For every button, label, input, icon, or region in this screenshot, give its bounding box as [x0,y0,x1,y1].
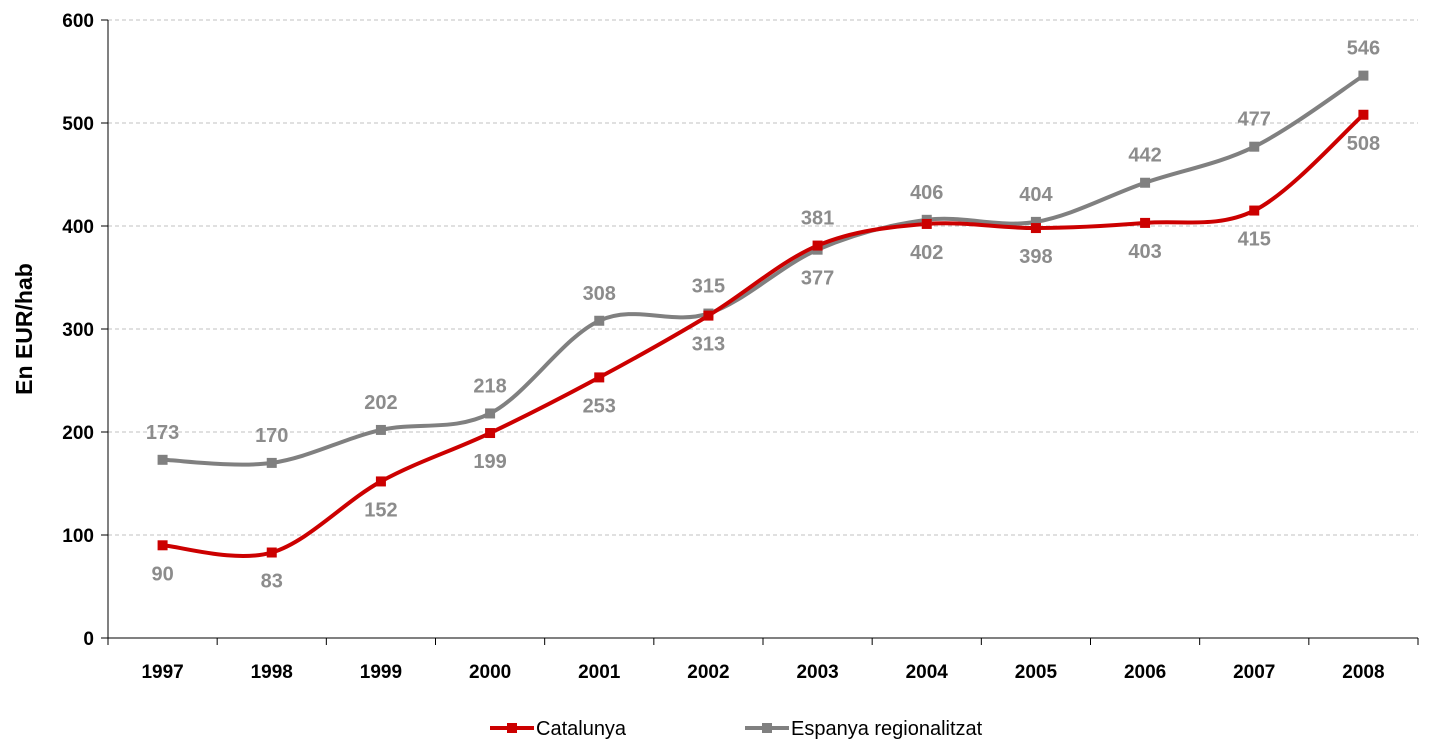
x-tick-label-2008: 2008 [1342,662,1384,683]
marker-catalunya-2004 [921,218,932,229]
marker-catalunya-1999 [375,476,386,487]
data-label-catalunya-2005: 398 [1019,246,1052,268]
marker-catalunya-2008 [1358,109,1369,120]
y-tick-label-400: 400 [62,217,94,238]
series-markers [157,70,1369,558]
marker-espanya-1999 [375,424,386,435]
marker-espanya-1998 [266,457,277,468]
data-label-espanya-2007: 477 [1238,109,1271,131]
data-label-catalunya-2001: 253 [583,395,616,417]
data-label-espanya-2006: 442 [1128,145,1161,167]
x-tick-label-2006: 2006 [1124,662,1166,683]
data-label-catalunya-2008: 508 [1347,133,1380,155]
x-tick-label-2007: 2007 [1233,662,1275,683]
data-label-catalunya-1997: 90 [151,563,173,585]
series-line-espanya [160,73,1366,467]
data-label-espanya-1998: 170 [255,425,288,447]
marker-espanya-2007 [1249,141,1260,152]
series-lines [160,73,1366,558]
marker-catalunya-2005 [1030,223,1041,234]
data-label-espanya-1999: 202 [364,392,397,414]
y-axis-label: En EUR/hab [11,263,37,395]
x-tick-label-1999: 1999 [360,662,402,683]
series-line-catalunya [160,112,1366,558]
legend-marker-catalunya [507,723,517,733]
marker-catalunya-1997 [157,540,168,551]
data-label-catalunya-2003: 381 [801,208,834,230]
x-ticks: 1997 1998 1999 2000 2001 2002 2003 2004 2005 2006… [107,638,1419,683]
marker-catalunya-2003 [812,240,823,251]
x-tick-label-2000: 2000 [469,662,511,683]
x-tick-label-1997: 1997 [141,662,183,683]
x-tick-label-2002: 2002 [687,662,729,683]
data-label-espanya-2008: 546 [1347,38,1380,60]
marker-catalunya-2001 [594,372,605,383]
marker-espanya-1997 [157,454,168,465]
x-tick-label-2005: 2005 [1015,662,1058,683]
data-label-espanya-2000: 218 [473,375,506,397]
data-label-catalunya-2000: 199 [473,451,506,473]
data-label-espanya-2005: 404 [1019,184,1053,206]
marker-catalunya-2007 [1249,205,1260,216]
y-tick-label-200: 200 [62,423,94,444]
x-tick-label-2003: 2003 [796,662,838,683]
y-tick-label-100: 100 [62,526,94,547]
data-label-catalunya-1998: 83 [261,571,283,593]
marker-catalunya-2006 [1140,217,1151,228]
marker-espanya-2008 [1358,70,1369,81]
data-label-espanya-2004: 406 [910,182,943,204]
data-label-espanya-1997: 173 [146,422,179,444]
legend-marker-espanya [762,723,772,733]
marker-espanya-2006 [1140,177,1151,188]
data-label-catalunya-2004: 402 [910,242,943,264]
data-label-catalunya-2007: 415 [1238,229,1271,251]
data-label-espanya-2003: 377 [801,268,834,290]
legend: Catalunya Espanya regionalitzat [490,718,983,740]
x-tick-label-1998: 1998 [251,662,293,683]
data-label-espanya-2001: 308 [583,283,616,305]
data-labels: 90 83 152 199 253 313 381 402 398 403 415 508 173 170… [146,38,1380,593]
marker-catalunya-2000 [485,428,496,439]
marker-catalunya-1998 [266,547,277,558]
data-label-catalunya-2006: 403 [1128,241,1161,263]
data-label-espanya-2002: 315 [692,276,725,298]
y-tick-label-600: 600 [62,11,94,32]
marker-espanya-2005 [1030,216,1041,227]
marker-espanya-2001 [594,315,605,326]
gridlines [108,19,1418,536]
y-ticks: 0 100 200 300 400 500 600 [62,11,108,650]
y-tick-label-300: 300 [62,320,94,341]
marker-espanya-2000 [485,408,496,419]
legend-label-espanya: Espanya regionalitzat [791,718,983,740]
y-tick-label-0: 0 [83,629,94,650]
x-tick-label-2004: 2004 [906,662,949,683]
x-tick-label-2001: 2001 [578,662,621,683]
data-label-catalunya-2002: 313 [692,334,725,356]
data-label-catalunya-1999: 152 [364,499,397,521]
marker-catalunya-2002 [703,310,714,321]
y-tick-label-500: 500 [62,114,94,135]
legend-label-catalunya: Catalunya [536,718,627,740]
